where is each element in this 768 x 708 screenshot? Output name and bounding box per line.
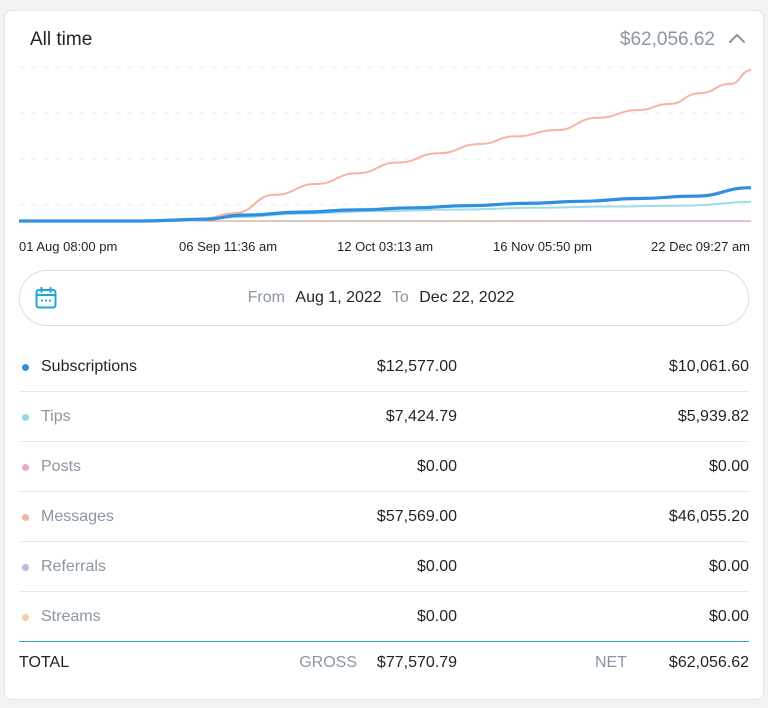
series-line-subscriptions	[19, 186, 751, 223]
series-dot	[22, 414, 29, 421]
gross-total: $77,570.79	[376, 654, 457, 671]
from-label: From	[247, 289, 285, 306]
series-dot	[22, 514, 29, 521]
row-label: Messages	[41, 508, 114, 525]
row-net: $0.00	[708, 458, 749, 475]
date-range-text: From Aug 1, 2022 To Dec 22, 2022	[20, 289, 748, 307]
x-axis-ticks: 01 Aug 08:00 pm 06 Sep 11:36 am 12 Oct 03:…	[5, 239, 763, 257]
row-gross: $0.00	[416, 558, 457, 575]
row-net: $10,061.60	[668, 358, 749, 375]
series-dot	[22, 464, 29, 471]
table-row: Streams $0.00 $0.00	[19, 592, 749, 642]
x-tick-label: 01 Aug 08:00 pm	[19, 239, 118, 254]
row-gross: $57,569.00	[376, 508, 457, 525]
totals-row: TOTAL GROSS $77,570.79 NET $62,056.62	[19, 651, 749, 675]
x-tick-label: 12 Oct 03:13 am	[337, 239, 434, 254]
row-label: Referrals	[41, 558, 106, 575]
row-net: $0.00	[708, 558, 749, 575]
table-row: Posts $0.00 $0.00	[19, 442, 749, 492]
row-gross: $12,577.00	[376, 358, 457, 375]
row-net: $5,939.82	[677, 408, 749, 425]
row-gross: $0.00	[416, 608, 457, 625]
row-net: $46,055.20	[668, 508, 749, 525]
x-tick-label: 06 Sep 11:36 am	[179, 239, 278, 254]
from-date[interactable]: Aug 1, 2022	[295, 289, 382, 306]
to-label: To	[391, 289, 409, 306]
calendar-icon[interactable]	[34, 286, 58, 310]
period-title: All time	[30, 29, 93, 50]
row-label: Tips	[41, 408, 71, 425]
total-label: TOTAL	[19, 654, 70, 671]
x-tick-label: 22 Dec 09:27 am	[651, 239, 751, 254]
header-total: $62,056.62	[619, 29, 715, 50]
card-header[interactable]: All time $62,056.62	[5, 11, 763, 69]
earnings-line-chart	[19, 66, 751, 223]
row-gross: $7,424.79	[385, 408, 457, 425]
series-dot	[22, 614, 29, 621]
earnings-card: All time $62,056.62 01 Aug 08:00 pm 06 Se…	[4, 10, 764, 700]
table-row: Subscriptions $12,577.00 $10,061.60	[19, 342, 749, 392]
gross-label: GROSS	[299, 654, 357, 671]
net-total: $62,056.62	[668, 654, 749, 671]
row-label: Streams	[41, 608, 101, 625]
table-row: Messages $57,569.00 $46,055.20	[19, 492, 749, 542]
row-label: Subscriptions	[41, 358, 138, 375]
table-row: Tips $7,424.79 $5,939.82	[19, 392, 749, 442]
date-range-picker[interactable]: From Aug 1, 2022 To Dec 22, 2022	[19, 270, 749, 326]
series-dot	[22, 564, 29, 571]
x-tick-label: 16 Nov 05:50 pm	[493, 239, 593, 254]
to-date[interactable]: Dec 22, 2022	[419, 289, 515, 306]
net-label: NET	[595, 654, 627, 671]
chevron-up-icon[interactable]	[727, 29, 747, 49]
row-label: Posts	[41, 458, 82, 475]
table-row: Referrals $0.00 $0.00	[19, 542, 749, 592]
series-dot	[22, 364, 29, 371]
row-net: $0.00	[708, 608, 749, 625]
row-gross: $0.00	[416, 458, 457, 475]
earnings-table: Subscriptions $12,577.00 $10,061.60 Tips…	[19, 342, 749, 642]
